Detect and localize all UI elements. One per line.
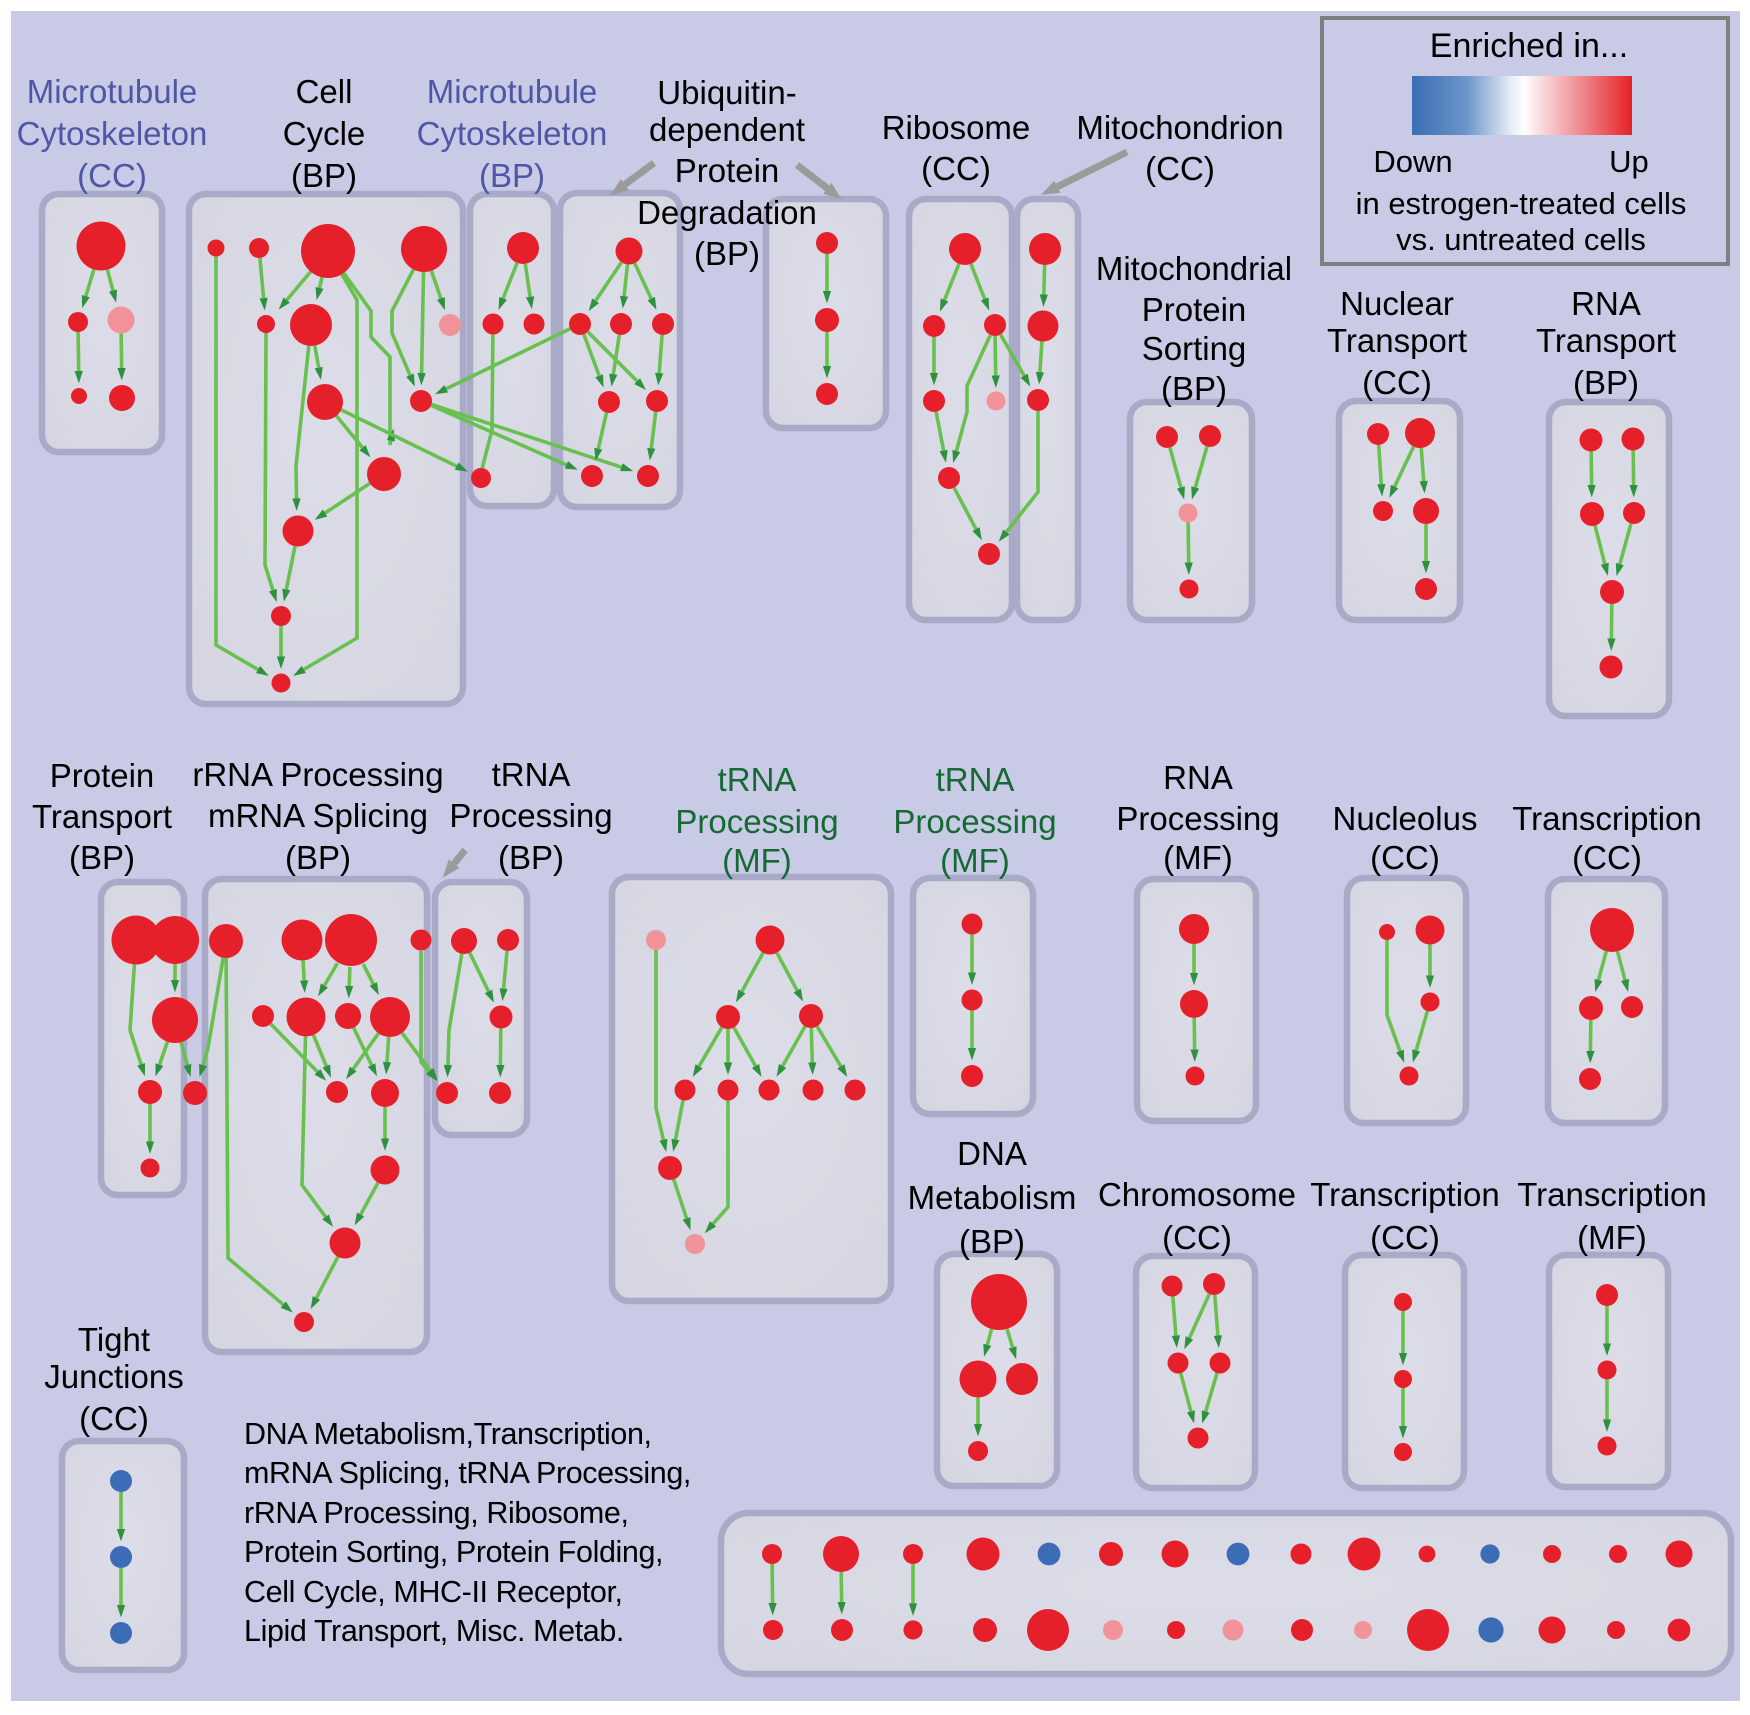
svg-text:(CC): (CC) (1370, 1219, 1440, 1256)
svg-text:Lipid Transport, Misc. Metab.: Lipid Transport, Misc. Metab. (244, 1614, 624, 1648)
svg-text:Cycle: Cycle (283, 115, 366, 152)
svg-text:Cytoskeleton: Cytoskeleton (417, 115, 608, 152)
svg-text:Chromosome: Chromosome (1098, 1176, 1296, 1213)
svg-text:Metabolism: Metabolism (908, 1179, 1077, 1216)
svg-text:Cell: Cell (296, 73, 353, 110)
svg-text:(BP): (BP) (1573, 364, 1639, 401)
svg-text:Transport: Transport (1536, 322, 1676, 359)
svg-text:Protein: Protein (50, 757, 155, 794)
svg-text:Transport: Transport (1327, 322, 1467, 359)
svg-text:Transport: Transport (32, 798, 172, 835)
svg-text:(CC): (CC) (79, 1400, 149, 1437)
svg-text:Mitochondrion: Mitochondrion (1076, 109, 1283, 146)
svg-text:Cytoskeleton: Cytoskeleton (17, 115, 208, 152)
svg-text:Sorting: Sorting (1142, 330, 1247, 367)
svg-text:Up: Up (1609, 144, 1649, 179)
svg-text:Ribosome: Ribosome (882, 109, 1031, 146)
svg-text:Protein Sorting, Protein Foldi: Protein Sorting, Protein Folding, (244, 1535, 663, 1569)
svg-text:Protein: Protein (1142, 291, 1247, 328)
svg-text:tRNA: tRNA (492, 756, 571, 793)
svg-text:Ubiquitin-: Ubiquitin- (657, 74, 796, 111)
svg-text:(BP): (BP) (291, 157, 357, 194)
svg-text:(CC): (CC) (1162, 1219, 1232, 1256)
svg-text:Down: Down (1373, 144, 1452, 179)
svg-text:Processing: Processing (449, 797, 612, 834)
svg-text:(BP): (BP) (694, 235, 760, 272)
svg-text:(CC): (CC) (1572, 839, 1642, 876)
svg-text:Transcription: Transcription (1512, 800, 1702, 837)
svg-text:mRNA Splicing, tRNA Processing: mRNA Splicing, tRNA Processing, (244, 1456, 691, 1490)
svg-text:(CC): (CC) (1145, 150, 1215, 187)
svg-text:DNA: DNA (957, 1135, 1027, 1172)
svg-text:DNA Metabolism,Transcription,: DNA Metabolism,Transcription, (244, 1417, 652, 1451)
svg-text:tRNA: tRNA (718, 761, 797, 798)
svg-text:(BP): (BP) (69, 839, 135, 876)
svg-text:Transcription: Transcription (1517, 1176, 1707, 1213)
svg-text:(CC): (CC) (921, 150, 991, 187)
svg-text:Mitochondrial: Mitochondrial (1096, 250, 1292, 287)
svg-text:tRNA: tRNA (936, 761, 1015, 798)
svg-text:rRNA Processing: rRNA Processing (192, 756, 443, 793)
svg-text:Microtubule: Microtubule (427, 73, 598, 110)
svg-text:Processing: Processing (893, 803, 1056, 840)
svg-text:Enriched in...: Enriched in... (1430, 27, 1628, 65)
svg-text:(CC): (CC) (1370, 839, 1440, 876)
svg-text:vs. untreated cells: vs. untreated cells (1396, 222, 1646, 257)
svg-text:(BP): (BP) (285, 839, 351, 876)
svg-text:Transcription: Transcription (1310, 1176, 1500, 1213)
svg-text:Degradation: Degradation (637, 194, 817, 231)
svg-text:(BP): (BP) (479, 157, 545, 194)
svg-text:(BP): (BP) (959, 1223, 1025, 1260)
svg-text:Microtubule: Microtubule (27, 73, 198, 110)
svg-text:Cell Cycle, MHC-II Receptor,: Cell Cycle, MHC-II Receptor, (244, 1575, 623, 1609)
svg-text:Protein: Protein (675, 152, 780, 189)
svg-text:Junctions: Junctions (44, 1358, 183, 1395)
svg-text:(CC): (CC) (77, 157, 147, 194)
svg-text:Processing: Processing (675, 803, 838, 840)
svg-text:Processing: Processing (1116, 800, 1279, 837)
svg-text:(BP): (BP) (498, 839, 564, 876)
svg-text:(MF): (MF) (940, 842, 1010, 879)
svg-text:(CC): (CC) (1362, 364, 1432, 401)
svg-text:(BP): (BP) (1161, 370, 1227, 407)
svg-text:dependent: dependent (649, 111, 805, 148)
svg-text:rRNA Processing, Ribosome,: rRNA Processing, Ribosome, (244, 1496, 629, 1530)
svg-text:in estrogen-treated cells: in estrogen-treated cells (1356, 186, 1687, 221)
svg-text:mRNA Splicing: mRNA Splicing (208, 797, 428, 834)
svg-text:Nucleolus: Nucleolus (1333, 800, 1478, 837)
svg-text:RNA: RNA (1571, 285, 1641, 322)
svg-text:RNA: RNA (1163, 759, 1233, 796)
svg-text:Tight: Tight (78, 1321, 150, 1358)
svg-text:(MF): (MF) (1163, 839, 1233, 876)
svg-text:(MF): (MF) (1577, 1219, 1647, 1256)
svg-text:(MF): (MF) (722, 842, 792, 879)
svg-text:Nuclear: Nuclear (1340, 285, 1454, 322)
